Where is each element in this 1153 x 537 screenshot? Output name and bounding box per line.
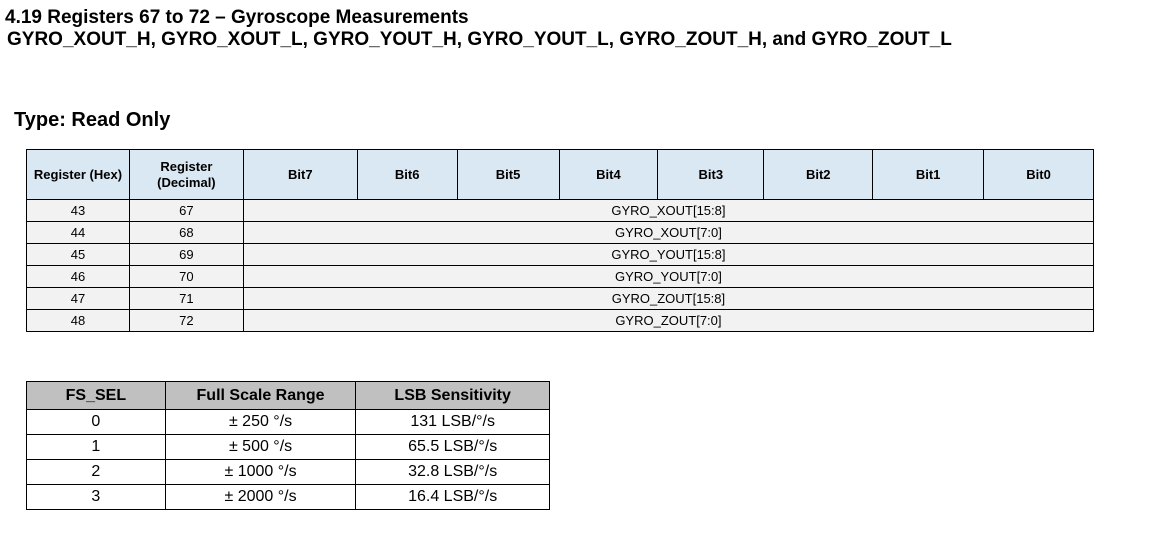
register-hex-cell: 44: [26, 221, 130, 244]
register-field-cell: GYRO_XOUT[7:0]: [242, 221, 1095, 244]
register-hex-cell: 43: [26, 199, 130, 222]
register-field-cell: GYRO_XOUT[15:8]: [242, 199, 1095, 222]
header-fs-sel: FS_SEL: [26, 381, 166, 410]
sensitivity-cell: 16.4 LSB/°/s: [355, 484, 550, 510]
register-field-cell: GYRO_ZOUT[7:0]: [242, 309, 1095, 332]
header-register-decimal: Register (Decimal): [128, 149, 244, 200]
sensitivity-cell: 32.8 LSB/°/s: [355, 459, 550, 485]
register-hex-cell: 48: [26, 309, 130, 332]
register-decimal-cell: 70: [128, 265, 244, 288]
table-row: 46 70 GYRO_YOUT[7:0]: [26, 265, 1095, 288]
range-cell: ± 2000 °/s: [164, 484, 357, 510]
sensitivity-cell: 65.5 LSB/°/s: [355, 434, 550, 460]
table-row: 44 68 GYRO_XOUT[7:0]: [26, 221, 1095, 244]
header-bit5: Bit5: [456, 149, 560, 200]
section-title: 4.19 Registers 67 to 72 – Gyroscope Meas…: [5, 7, 469, 28]
header-bit2: Bit2: [763, 149, 874, 200]
register-decimal-cell: 67: [128, 199, 244, 222]
header-bit7: Bit7: [242, 149, 358, 200]
fs-table-header-row: FS_SEL Full Scale Range LSB Sensitivity: [26, 381, 550, 410]
header-bit1: Bit1: [872, 149, 985, 200]
full-scale-range-table: FS_SEL Full Scale Range LSB Sensitivity …: [26, 381, 550, 510]
header-bit0: Bit0: [983, 149, 1094, 200]
table-row: 45 69 GYRO_YOUT[15:8]: [26, 243, 1095, 266]
table-row: 1 ± 500 °/s 65.5 LSB/°/s: [26, 434, 550, 460]
header-full-scale-range: Full Scale Range: [164, 381, 357, 410]
range-cell: ± 500 °/s: [164, 434, 357, 460]
sensitivity-cell: 131 LSB/°/s: [355, 409, 550, 435]
register-decimal-cell: 72: [128, 309, 244, 332]
range-cell: ± 250 °/s: [164, 409, 357, 435]
fs-sel-cell: 3: [26, 484, 166, 510]
fs-sel-cell: 1: [26, 434, 166, 460]
register-table-header-row: Register (Hex) Register (Decimal) Bit7 B…: [26, 149, 1094, 200]
register-field-cell: GYRO_YOUT[15:8]: [242, 243, 1095, 266]
register-decimal-cell: 68: [128, 221, 244, 244]
section-heading: 4.19 Registers 67 to 72 – Gyroscope Meas…: [5, 7, 1145, 51]
register-field-cell: GYRO_YOUT[7:0]: [242, 265, 1095, 288]
header-bit3: Bit3: [657, 149, 765, 200]
table-row: 48 72 GYRO_ZOUT[7:0]: [26, 309, 1095, 332]
register-hex-cell: 47: [26, 287, 130, 310]
header-register-hex: Register (Hex): [26, 149, 130, 200]
header-bit4: Bit4: [558, 149, 659, 200]
fs-sel-cell: 0: [26, 409, 166, 435]
register-decimal-cell: 71: [128, 287, 244, 310]
fs-sel-cell: 2: [26, 459, 166, 485]
table-row: 47 71 GYRO_ZOUT[15:8]: [26, 287, 1095, 310]
register-names-line: GYRO_XOUT_H, GYRO_XOUT_L, GYRO_YOUT_H, G…: [7, 29, 952, 50]
register-hex-cell: 46: [26, 265, 130, 288]
range-cell: ± 1000 °/s: [164, 459, 357, 485]
table-row: 43 67 GYRO_XOUT[15:8]: [26, 199, 1095, 222]
table-row: 3 ± 2000 °/s 16.4 LSB/°/s: [26, 484, 550, 510]
register-table: Register (Hex) Register (Decimal) Bit7 B…: [26, 149, 1095, 332]
register-field-cell: GYRO_ZOUT[15:8]: [242, 287, 1095, 310]
table-row: 2 ± 1000 °/s 32.8 LSB/°/s: [26, 459, 550, 485]
register-hex-cell: 45: [26, 243, 130, 266]
header-bit6: Bit6: [356, 149, 458, 200]
header-lsb-sensitivity: LSB Sensitivity: [355, 381, 550, 410]
register-decimal-cell: 69: [128, 243, 244, 266]
register-type-label: Type: Read Only: [14, 109, 171, 131]
table-row: 0 ± 250 °/s 131 LSB/°/s: [26, 409, 550, 435]
